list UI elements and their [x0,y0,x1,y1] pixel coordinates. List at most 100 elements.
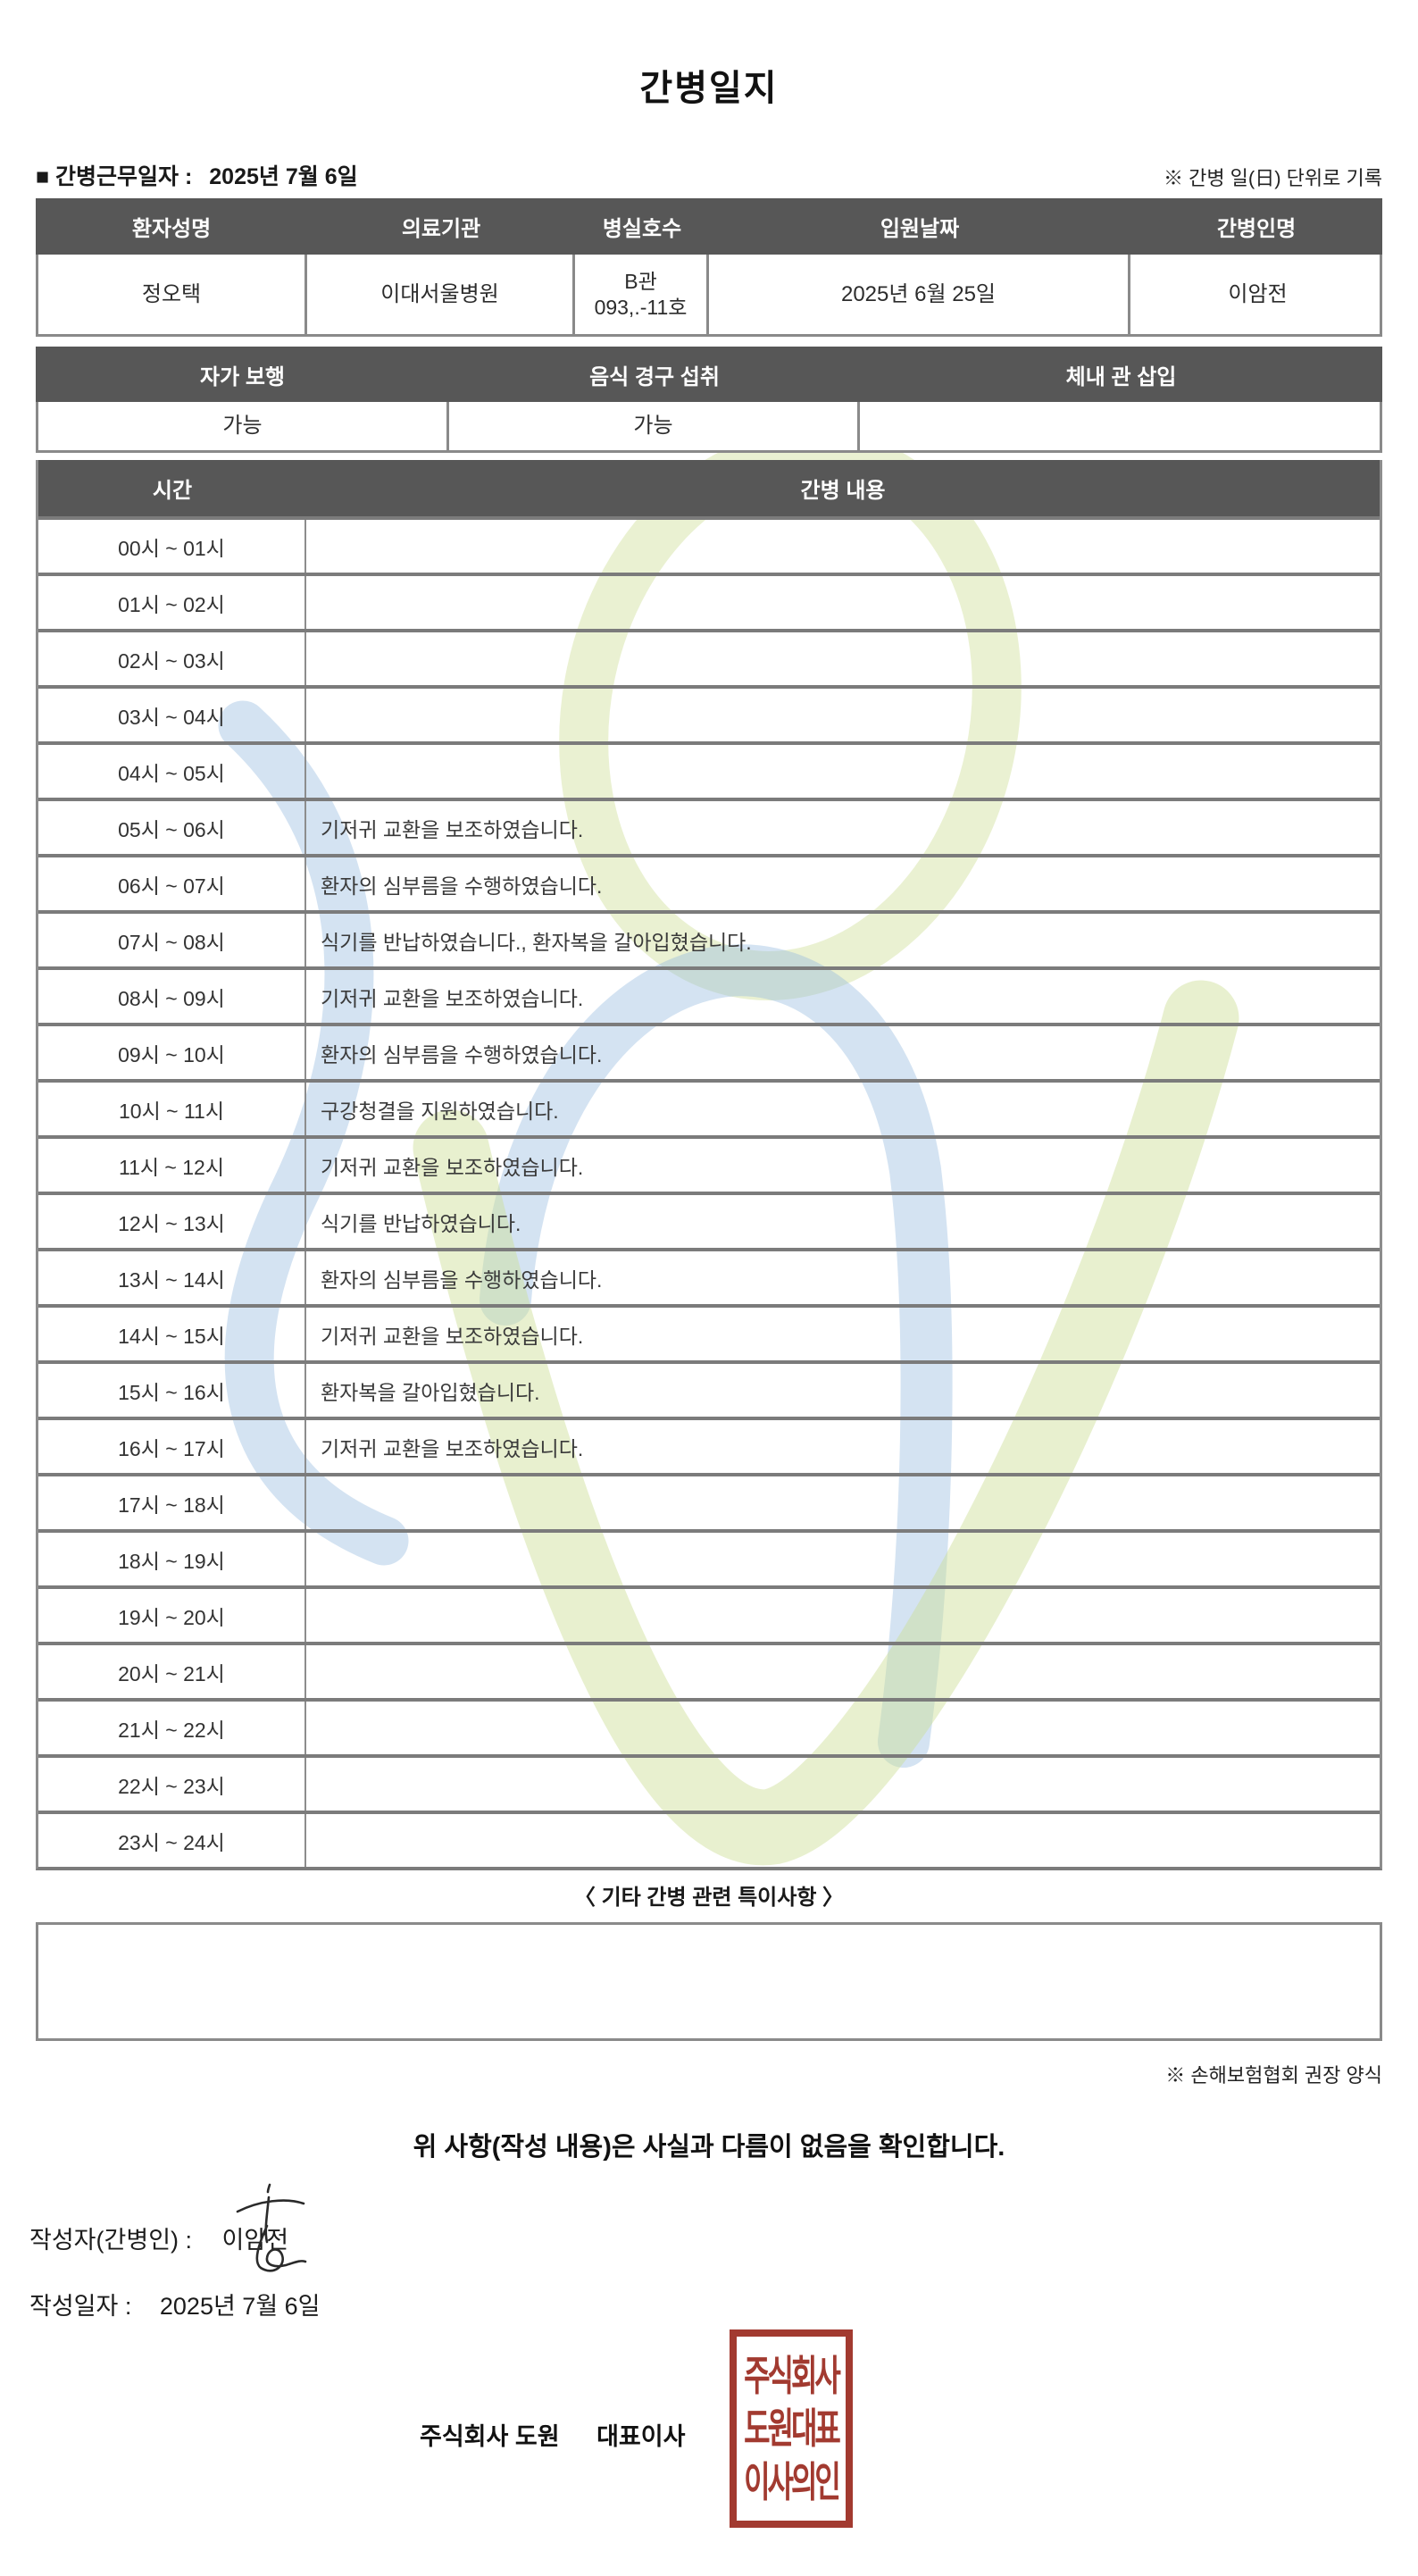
care-log-row: 18시 ~ 19시 [38,1529,1380,1585]
care-log-row: 07시 ~ 08시 식기를 반납하였습니다., 환자복을 갈아입혔습니다. [38,910,1380,966]
time-cell: 04시 ~ 05시 [38,745,306,798]
work-date-value: 2025년 7월 6일 [209,164,358,189]
care-log-row: 04시 ~ 05시 [38,741,1380,798]
care-log-table: 시간 간병 내용 00시 ~ 01시 01시 ~ 02시 02시 ~ 03시 0… [36,460,1382,1870]
care-log-row: 19시 ~ 20시 [38,1585,1380,1642]
oral-intake-value: 가능 [449,402,860,450]
content-cell: 구강청결을 지원하였습니다. [321,1099,559,1123]
time-cell: 14시 ~ 15시 [38,1308,306,1360]
care-log-row: 22시 ~ 23시 [38,1754,1380,1811]
care-log-row: 00시 ~ 01시 [38,516,1380,573]
time-cell: 09시 ~ 10시 [38,1026,306,1079]
header-time: 시간 [152,479,193,503]
content-cell [306,576,1380,629]
content-cell [306,1814,1380,1867]
time-cell: 10시 ~ 11시 [38,1083,306,1135]
unit-note: ※ 간병 일(日) 단위로 기록 [1163,167,1382,189]
caregiver-name-value: 이암전 [1228,281,1288,306]
status-table: 자가 보행 음식 경구 섭취 체내 관 삽입 가능 가능 [36,347,1382,453]
corporate-seal-stamp: 주식회사 도원대표 이사의인 [730,2329,853,2528]
content-cell [306,745,1380,798]
care-log-row: 01시 ~ 02시 [38,573,1380,629]
stamp-line-2: 도원대표 [744,2405,841,2453]
care-log-row: 12시 ~ 13시 식기를 반납하였습니다. [38,1192,1380,1248]
time-cell: 19시 ~ 20시 [38,1589,306,1642]
care-log-row: 09시 ~ 10시 환자의 심부름을 수행하였습니다. [38,1023,1380,1079]
content-cell: 기저귀 교환을 보조하였습니다. [321,1436,584,1460]
form-note: ※ 손해보험협회 권장 양식 [1165,2064,1382,2087]
patient-info-value-row: 정오택 이대서울병원 B관 093,.-11호 2025년 6월 25일 이암전 [36,255,1382,337]
room-number-line1: B관 [624,269,657,293]
time-cell: 20시 ~ 21시 [38,1645,306,1698]
care-log-row: 14시 ~ 15시 기저귀 교환을 보조하였습니다. [38,1304,1380,1360]
care-log-row: 16시 ~ 17시 기저귀 교환을 보조하였습니다. [38,1417,1380,1473]
content-cell: 식기를 반납하였습니다. [321,1211,521,1235]
time-cell: 18시 ~ 19시 [38,1533,306,1585]
care-log-row: 15시 ~ 16시 환자복을 갈아입혔습니다. [38,1360,1380,1417]
content-cell [306,1476,1380,1529]
room-number-line2: 093,.-11호 [594,295,688,319]
content-cell [306,1702,1380,1754]
header-caregiver-name: 간병인명 [1216,217,1297,241]
company-role: 대표이사 [596,2423,686,2450]
content-cell: 환자의 심부름을 수행하였습니다. [321,1267,603,1292]
care-log-row: 08시 ~ 09시 기저귀 교환을 보조하였습니다. [38,966,1380,1023]
work-date-line: ■ 간병근무일자 : 2025년 7월 6일 [36,159,358,191]
time-cell: 22시 ~ 23시 [38,1758,306,1811]
confirmation-statement: 위 사항(작성 내용)은 사실과 다름이 없음을 확인합니다. [413,2133,1005,2162]
time-cell: 01시 ~ 02시 [38,576,306,629]
status-header-row: 자가 보행 음식 경구 섭취 체내 관 삽입 [36,347,1382,402]
content-cell: 기저귀 교환을 보조하였습니다. [321,1324,584,1348]
tube-insertion-value [860,402,1385,450]
written-date-row: 작성일자 : 2025년 7월 6일 [29,2287,321,2321]
content-cell [306,1645,1380,1698]
patient-name-value: 정오택 [38,255,307,334]
stamp-line-1: 주식회사 [744,2352,841,2399]
time-cell: 21시 ~ 22시 [38,1702,306,1754]
signature-handwriting [236,2183,307,2272]
time-cell: 23시 ~ 24시 [38,1814,306,1867]
care-log-header-row: 시간 간병 내용 [38,460,1380,516]
time-cell: 00시 ~ 01시 [38,520,306,573]
time-cell: 12시 ~ 13시 [38,1195,306,1248]
content-cell [306,632,1380,685]
written-date-value: 2025년 7월 6일 [159,2293,321,2320]
time-cell: 13시 ~ 14시 [38,1251,306,1304]
content-cell [306,1533,1380,1585]
header-hospital: 의료기관 [401,217,481,241]
time-cell: 05시 ~ 06시 [38,801,306,854]
admission-date-value: 2025년 6월 25일 [709,255,1130,334]
time-cell: 03시 ~ 04시 [38,689,306,741]
written-date-label: 작성일자 : [29,2293,132,2320]
content-cell [306,1589,1380,1642]
header-admission-date: 입원날짜 [880,217,960,241]
header-self-walking: 자가 보행 [200,364,285,389]
care-log-row: 02시 ~ 03시 [38,629,1380,685]
header-tube-insertion: 체내 관 삽입 [1065,364,1177,389]
time-cell: 15시 ~ 16시 [38,1364,306,1417]
time-cell: 17시 ~ 18시 [38,1476,306,1529]
care-log-row: 11시 ~ 12시 기저귀 교환을 보조하였습니다. [38,1135,1380,1192]
work-date-label: ■ 간병근무일자 : [36,164,193,189]
extra-notes-title: 〈 기타 간병 관련 특이사항 〉 [573,1886,845,1910]
care-log-row: 06시 ~ 07시 환자의 심부름을 수행하였습니다. [38,854,1380,910]
time-cell: 16시 ~ 17시 [38,1420,306,1473]
room-number-value: B관 093,.-11호 [575,255,709,334]
company-name: 주식회사 도원 [420,2423,560,2450]
content-cell: 기저귀 교환을 보조하였습니다. [321,986,584,1010]
time-cell: 07시 ~ 08시 [38,914,306,966]
content-cell: 환자복을 갈아입혔습니다. [321,1380,540,1404]
content-cell: 환자의 심부름을 수행하였습니다. [321,874,603,898]
care-log-row: 21시 ~ 22시 [38,1698,1380,1754]
care-log-row: 05시 ~ 06시 기저귀 교환을 보조하였습니다. [38,798,1380,854]
time-cell: 06시 ~ 07시 [38,857,306,910]
hospital-value: 이대서울병원 [307,255,575,334]
header-care-content: 간병 내용 [800,479,886,503]
page-title: 간병일지 [639,69,779,108]
care-log-row: 10시 ~ 11시 구강청결을 지원하였습니다. [38,1079,1380,1135]
extra-notes-box [36,1922,1382,2041]
care-log-row: 20시 ~ 21시 [38,1642,1380,1698]
care-log-row: 23시 ~ 24시 [38,1811,1380,1867]
